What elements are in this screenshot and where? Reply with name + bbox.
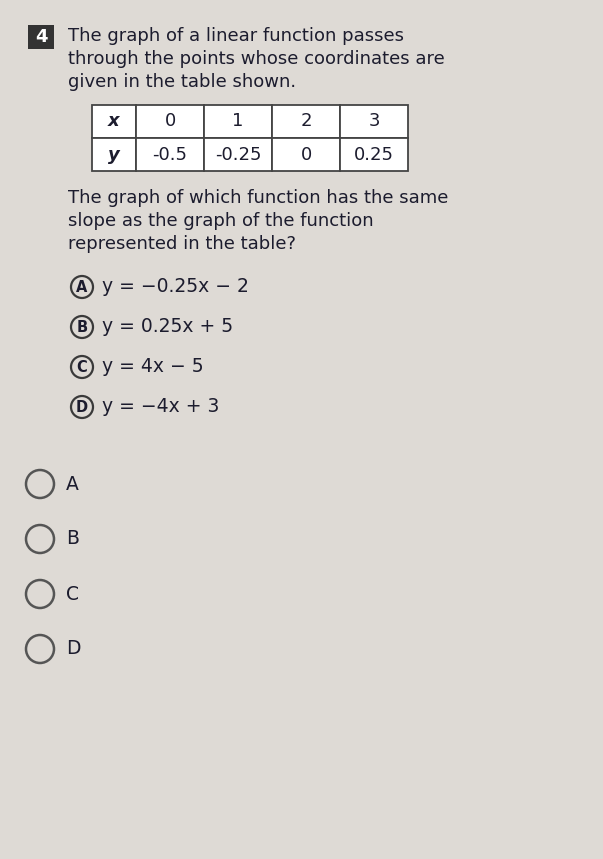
Text: represented in the table?: represented in the table? <box>68 235 296 253</box>
Circle shape <box>26 635 54 663</box>
Text: D: D <box>66 639 80 659</box>
Bar <box>272 138 340 171</box>
Text: through the points whose coordinates are: through the points whose coordinates are <box>68 50 445 68</box>
Text: x: x <box>108 113 120 131</box>
Circle shape <box>71 316 93 338</box>
Circle shape <box>26 525 54 553</box>
Text: C: C <box>77 360 87 375</box>
Text: The graph of which function has the same: The graph of which function has the same <box>68 189 449 207</box>
Text: C: C <box>66 584 79 604</box>
Text: B: B <box>77 320 87 334</box>
Text: 0.25: 0.25 <box>354 145 394 163</box>
Circle shape <box>71 356 93 378</box>
Bar <box>136 105 204 138</box>
Circle shape <box>71 276 93 298</box>
Text: 0: 0 <box>165 113 175 131</box>
Text: y = 4x − 5: y = 4x − 5 <box>102 357 204 376</box>
Text: y = 0.25x + 5: y = 0.25x + 5 <box>102 318 233 337</box>
Text: y: y <box>108 145 120 163</box>
Text: B: B <box>66 529 79 549</box>
Text: slope as the graph of the function: slope as the graph of the function <box>68 212 374 230</box>
Text: -0.25: -0.25 <box>215 145 261 163</box>
Bar <box>92 138 136 171</box>
Bar <box>340 105 408 138</box>
Text: y = −4x + 3: y = −4x + 3 <box>102 398 219 417</box>
Text: 0: 0 <box>300 145 312 163</box>
Text: 2: 2 <box>300 113 312 131</box>
Bar <box>204 138 272 171</box>
Bar <box>136 138 204 171</box>
Text: y = −0.25x − 2: y = −0.25x − 2 <box>102 277 249 296</box>
Text: 3: 3 <box>368 113 380 131</box>
Bar <box>204 105 272 138</box>
Text: -0.5: -0.5 <box>153 145 188 163</box>
Text: 4: 4 <box>35 28 47 46</box>
Text: 1: 1 <box>232 113 244 131</box>
Bar <box>340 138 408 171</box>
Bar <box>92 105 136 138</box>
Bar <box>272 105 340 138</box>
Circle shape <box>26 470 54 498</box>
FancyBboxPatch shape <box>28 25 54 49</box>
Text: A: A <box>66 474 79 494</box>
Text: The graph of a linear function passes: The graph of a linear function passes <box>68 27 404 45</box>
Text: given in the table shown.: given in the table shown. <box>68 73 296 91</box>
Text: D: D <box>76 399 88 415</box>
Circle shape <box>71 396 93 418</box>
Text: A: A <box>77 279 87 295</box>
Circle shape <box>26 580 54 608</box>
